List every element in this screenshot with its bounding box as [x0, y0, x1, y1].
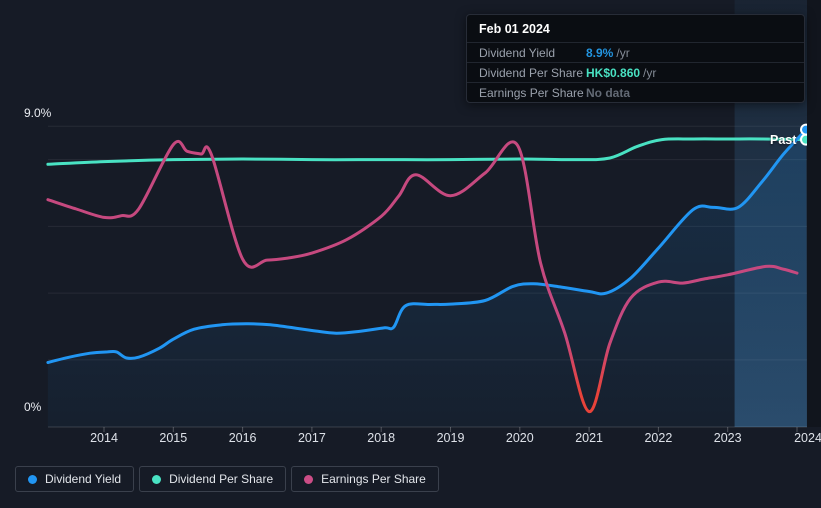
- chart-right-edge-mask: [807, 0, 821, 427]
- dividend-yield-area: [47, 129, 806, 427]
- legend-item-dividend-per-share[interactable]: Dividend Per Share: [139, 466, 287, 492]
- dividend-per-share-line: [46, 137, 808, 166]
- tooltip-row-dividend-yield: Dividend Yield 8.9% /yr: [467, 42, 804, 62]
- legend-item-dividend-yield[interactable]: Dividend Yield: [15, 466, 135, 492]
- x-axis-label-2017: 2017: [297, 431, 326, 445]
- tooltip-row-earnings-per-share: Earnings Per Share No data: [467, 82, 804, 102]
- earnings-per-share-line: [46, 139, 799, 414]
- tooltip-label: Dividend Yield: [479, 45, 556, 60]
- y-axis-max-label: 9.0%: [24, 106, 52, 120]
- tooltip-value: 8.9%: [586, 45, 614, 60]
- x-axis-label-2021: 2021: [575, 431, 603, 445]
- x-axis-label-2022: 2022: [644, 431, 673, 445]
- legend-item-earnings-per-share[interactable]: Earnings Per Share: [291, 466, 439, 492]
- tooltip-value: HK$0.860: [586, 65, 641, 80]
- earnings-per-share-dot-icon: [304, 474, 314, 484]
- tooltip-label: Dividend Per Share: [479, 65, 584, 80]
- x-axis-label-2024: 2024: [794, 431, 821, 445]
- dividend-yield-line: [46, 128, 808, 364]
- x-axis-label-2018: 2018: [367, 431, 396, 445]
- x-axis-labels: 2014 2015 2016 2017 2018 2019 2020 2021 2022 2023…: [0, 431, 821, 447]
- chart-tooltip: Feb 01 2024 Dividend Yield 8.9% /yr Divi…: [466, 14, 805, 103]
- past-period-label: Past: [770, 133, 797, 147]
- chart-legend: Dividend Yield Dividend Per Share Earnin…: [15, 466, 439, 492]
- tooltip-value: No data: [586, 85, 631, 100]
- legend-label: Dividend Yield: [45, 472, 122, 486]
- x-axis-label-2016: 2016: [228, 431, 257, 445]
- x-axis-label-2020: 2020: [505, 431, 534, 445]
- dividend-yield-dot-icon: [28, 474, 37, 484]
- x-axis-label-2014: 2014: [90, 431, 118, 445]
- tooltip-value-suffix: /yr: [616, 45, 630, 60]
- dividend-per-share-dot-icon: [152, 474, 162, 484]
- tooltip-row-dividend-per-share: Dividend Per Share HK$0.860 /yr: [467, 62, 804, 82]
- legend-label: Earnings Per Share: [321, 472, 426, 486]
- tooltip-value-suffix: /yr: [643, 65, 657, 80]
- x-axis-label-2015: 2015: [159, 431, 188, 445]
- y-axis-min-label: 0%: [24, 400, 42, 414]
- x-axis-label-2023: 2023: [713, 431, 742, 445]
- tooltip-date: Feb 01 2024: [479, 22, 550, 36]
- x-axis-label-2019: 2019: [436, 431, 465, 445]
- legend-label: Dividend Per Share: [169, 472, 274, 486]
- tooltip-label: Earnings Per Share: [479, 85, 584, 100]
